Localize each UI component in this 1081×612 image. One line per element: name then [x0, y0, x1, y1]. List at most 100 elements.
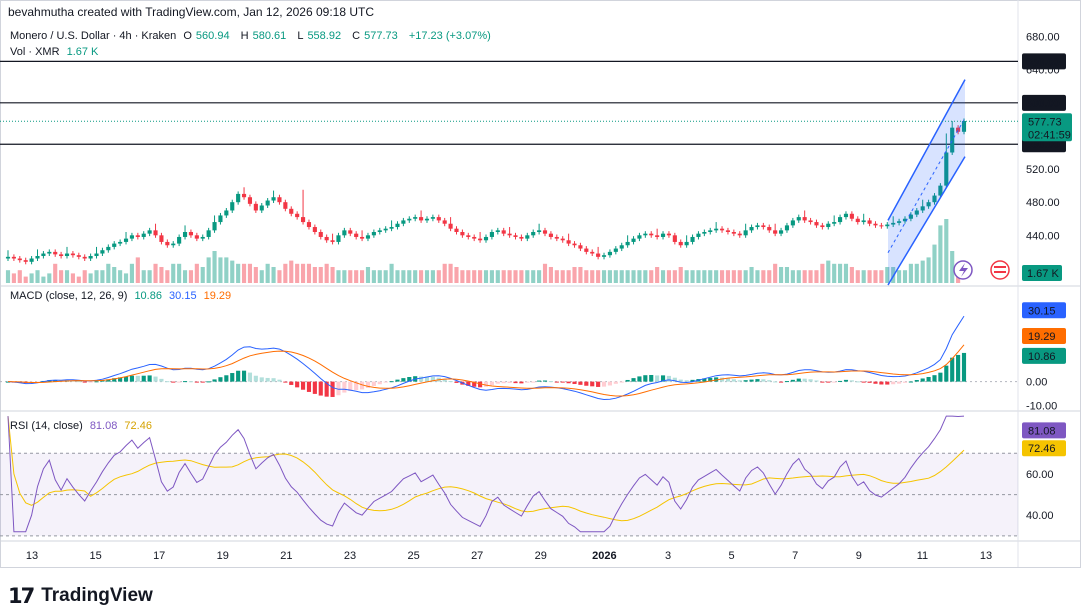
- tradingview-brand[interactable]: 17 TradingView: [8, 584, 153, 608]
- volume-bar: [542, 263, 548, 283]
- macd-hist-value: 10.86: [134, 290, 162, 302]
- volume-bars: [5, 219, 961, 283]
- candle-body: [53, 251, 58, 255]
- volume-bar: [743, 270, 748, 283]
- candle-body: [59, 254, 64, 257]
- volume-bar: [861, 270, 866, 283]
- macd-hist-bar: [578, 381, 583, 385]
- volume-label[interactable]: Vol · XMR: [10, 46, 60, 58]
- candle-body: [548, 233, 553, 237]
- volume-bar: [749, 267, 754, 283]
- candle-body: [956, 127, 961, 132]
- volume-bar: [466, 270, 471, 283]
- macd-hist-bar: [336, 381, 341, 396]
- macd-hist-bar: [182, 381, 188, 383]
- volume-bar: [690, 270, 695, 283]
- rsi-label[interactable]: RSI (14, close): [10, 420, 83, 432]
- macd-hist-bar: [348, 381, 353, 391]
- macd-hist-bar: [265, 377, 270, 382]
- macd-hist-bar: [371, 381, 376, 386]
- time-tick: 27: [471, 550, 483, 562]
- macd-label[interactable]: MACD (close, 12, 26, 9): [10, 290, 128, 302]
- candle-body: [76, 255, 81, 257]
- time-tick: 23: [344, 550, 356, 562]
- candle-body: [295, 213, 300, 218]
- candle-body: [908, 214, 913, 219]
- macd-hist-bar: [489, 381, 494, 386]
- candle-body: [920, 206, 925, 211]
- candle-body: [784, 225, 790, 231]
- volume-bar: [47, 273, 52, 283]
- volume-bar: [430, 270, 435, 283]
- volume-bar: [194, 263, 199, 283]
- macd-hist-bar: [855, 381, 860, 383]
- macd-hist-bar: [950, 357, 955, 382]
- volume-bar: [548, 267, 553, 283]
- candle-body: [554, 236, 559, 239]
- volume-bar: [218, 257, 223, 283]
- volume-bar: [283, 263, 288, 283]
- volume-bar: [247, 263, 253, 283]
- macd-hist-bar: [206, 381, 211, 383]
- macd-hist-bar: [5, 381, 11, 383]
- volume-bar: [41, 276, 46, 283]
- candle-body: [625, 241, 630, 246]
- symbol-name[interactable]: Monero / U.S. Dollar · 4h · Kraken: [10, 30, 177, 42]
- macd-hist-bar: [407, 377, 412, 382]
- volume-bar: [666, 270, 672, 283]
- candle-body: [194, 235, 199, 239]
- volume-bar: [784, 267, 790, 283]
- regression-channel-fill: [888, 79, 965, 285]
- volume-bar: [619, 270, 624, 283]
- candle-body: [365, 235, 371, 239]
- macd-hist-bar: [247, 372, 253, 382]
- candle-body: [489, 232, 494, 237]
- candle-body: [401, 220, 406, 224]
- regression-channel-mid: [887, 117, 966, 253]
- volume-bar: [826, 260, 831, 283]
- macd-hist-bar: [501, 381, 506, 384]
- candle-body: [761, 225, 766, 228]
- volume-bar: [714, 270, 719, 283]
- macd-hist-bar: [755, 379, 760, 382]
- rsi-legend: RSI (14, close) 81.08 72.46: [10, 420, 156, 432]
- candle-body: [666, 233, 672, 236]
- volume-bar: [177, 263, 182, 283]
- volume-bar: [383, 270, 388, 283]
- volume-bar: [224, 257, 229, 283]
- time-tick: 7: [792, 550, 798, 562]
- candle-body: [165, 241, 170, 246]
- regression-channel-lower: [887, 156, 966, 286]
- macd-hist-bar: [660, 375, 666, 382]
- volume-bar: [478, 270, 483, 283]
- macd-tick: -10.00: [1026, 400, 1057, 412]
- macd-hist-bar: [920, 378, 925, 382]
- candle-body: [790, 220, 795, 226]
- candle-body: [123, 238, 129, 242]
- price-legend: Monero / U.S. Dollar · 4h · Kraken O 560.…: [10, 30, 495, 42]
- candle-body: [29, 258, 34, 262]
- us-flag-stripe: [994, 271, 1006, 273]
- macd-hist-bar: [802, 378, 807, 382]
- candle-body: [200, 236, 205, 239]
- macd-hist-bar: [542, 380, 548, 382]
- macd-hist-bar: [885, 381, 890, 385]
- volume-bar: [135, 257, 140, 283]
- candle-body: [702, 232, 707, 234]
- macd-hist-bar: [956, 354, 961, 382]
- macd-hist-bar: [295, 381, 300, 388]
- macd-hist-bar: [513, 381, 518, 384]
- macd-hist-bar: [454, 381, 459, 383]
- macd-hist-bar: [932, 375, 937, 382]
- candle-body: [513, 235, 518, 237]
- macd-hist-bar: [708, 377, 713, 382]
- volume-bar: [460, 270, 465, 283]
- candle-body: [601, 255, 607, 257]
- rsi-tick: 40.00: [1026, 510, 1054, 522]
- ohlc-high: H 580.61: [240, 30, 287, 42]
- ohlc-open: O 560.94: [183, 30, 230, 42]
- macd-hist-bar: [430, 376, 435, 382]
- volume-bar: [507, 270, 512, 283]
- volume-bar: [159, 267, 164, 283]
